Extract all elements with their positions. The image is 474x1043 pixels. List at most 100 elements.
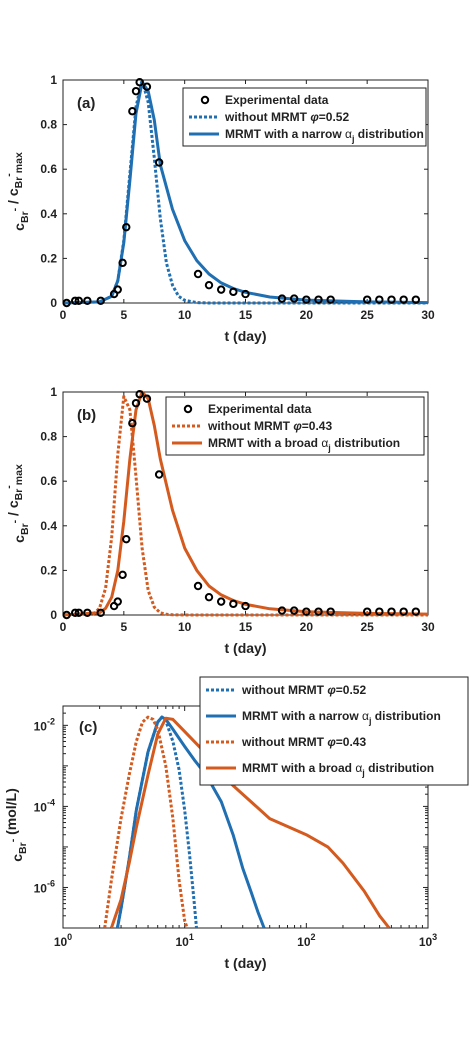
legend-box	[182, 87, 427, 147]
panel-label: (b)	[77, 407, 96, 424]
x-tick-label: 101	[175, 932, 193, 949]
data-marker	[122, 222, 131, 232]
data-marker	[204, 592, 214, 602]
y-tick-label: 1	[50, 385, 57, 399]
data-marker	[142, 82, 152, 91]
data-marker	[387, 607, 396, 616]
data-marker	[131, 398, 141, 408]
series-line	[63, 395, 428, 617]
x-tick-label: 103	[419, 932, 437, 949]
data-marker	[229, 599, 238, 609]
data-marker	[411, 607, 421, 616]
data-marker	[193, 581, 203, 591]
legend-label: MRMT with a narrow αj distribution	[225, 127, 424, 144]
x-tick-label: 20	[300, 620, 314, 634]
x-tick-label: 102	[297, 932, 315, 949]
x-tick-label: 5	[120, 308, 127, 322]
legend-label: Experimental data	[225, 93, 329, 107]
data-marker	[375, 607, 384, 616]
data-marker	[113, 597, 122, 606]
data-marker	[375, 295, 384, 304]
data-marker	[387, 295, 396, 304]
data-marker	[135, 78, 144, 87]
y-tick-label: 0.2	[40, 563, 57, 577]
legend-label: MRMT with a broad αj distribution	[208, 436, 400, 453]
data-marker	[241, 601, 250, 611]
data-marker	[216, 597, 226, 606]
y-tick-label: 0.4	[40, 519, 57, 533]
legend-label: MRMT with a broad αj distribution	[242, 761, 434, 778]
data-marker	[96, 296, 105, 305]
data-marker	[62, 610, 71, 620]
data-marker	[399, 295, 408, 304]
data-marker	[193, 269, 203, 279]
chart-panel-b: 0 5 10 15 20 25 30 0 0.2 0.4 0.6 0.8 1 t (day) cBr- / …	[3, 385, 435, 656]
series-line	[63, 78, 428, 305]
x-tick-label: 10	[178, 308, 192, 322]
data-marker	[229, 287, 238, 297]
x-tick-label: 15	[239, 308, 253, 322]
legend-box	[199, 676, 469, 786]
x-tick-label: 15	[239, 620, 253, 634]
x-tick-label: 25	[360, 308, 374, 322]
data-marker	[362, 607, 372, 616]
chart-panel-a: 0 5 10 15 20 25 30 0 0.2 0.4 0.6 0.8 1 t (day) cBr- / …	[3, 73, 435, 344]
data-marker	[362, 295, 372, 304]
legend-label: without MRMT φ=0.43	[207, 419, 332, 433]
y-tick-label: 0.8	[40, 430, 57, 444]
y-tick-label: 0.4	[40, 207, 57, 221]
series-line	[63, 390, 428, 617]
data-marker	[314, 295, 323, 304]
x-tick-label: 0	[60, 308, 67, 322]
data-marker	[74, 608, 84, 617]
data-marker	[128, 107, 137, 116]
series-line	[115, 715, 198, 928]
panel-label: (a)	[77, 95, 95, 112]
x-axis-label: t (day)	[225, 955, 267, 971]
data-marker	[289, 294, 299, 303]
legend-label: without MRMT φ=0.43	[241, 735, 366, 749]
series-line	[103, 715, 189, 928]
y-tick-label: 0.8	[40, 118, 57, 132]
data-marker	[277, 294, 287, 303]
data-marker	[70, 296, 80, 305]
data-marker	[131, 86, 141, 96]
legend-label: without MRMT φ=0.52	[224, 110, 349, 124]
data-marker	[289, 606, 299, 615]
x-axis-label: t (day)	[225, 328, 267, 344]
legend-marker	[183, 404, 193, 414]
data-marker	[96, 608, 105, 617]
data-marker	[154, 470, 164, 479]
x-tick-label: 30	[421, 308, 435, 322]
data-marker	[154, 158, 164, 167]
x-tick-label: 20	[300, 308, 314, 322]
y-tick-label: 1	[50, 73, 57, 87]
data-marker	[83, 608, 92, 617]
data-marker	[70, 608, 80, 617]
x-tick-label: 100	[54, 932, 72, 949]
y-tick-label: 10-2	[34, 716, 55, 733]
data-marker	[118, 570, 127, 580]
data-marker	[216, 285, 226, 294]
x-axis-label: t (day)	[225, 640, 267, 656]
series-line	[115, 715, 266, 928]
y-tick-label: 0.2	[40, 251, 57, 265]
legend-box	[165, 396, 425, 456]
legend-label: MRMT with a narrow αj distribution	[242, 709, 441, 726]
data-marker	[128, 419, 137, 428]
y-tick-label: 0.6	[40, 474, 57, 488]
data-marker	[142, 394, 152, 403]
data-marker	[113, 285, 122, 294]
data-marker	[241, 289, 250, 299]
panel-label: (c)	[79, 719, 97, 736]
x-tick-label: 0	[60, 620, 67, 634]
data-marker	[74, 296, 84, 305]
data-marker	[122, 534, 131, 544]
legend-label: Experimental data	[208, 402, 312, 416]
series-line	[63, 80, 428, 305]
data-marker	[277, 606, 287, 615]
legend-label: without MRMT φ=0.52	[241, 683, 366, 697]
data-marker	[326, 607, 335, 616]
data-marker	[83, 296, 92, 305]
